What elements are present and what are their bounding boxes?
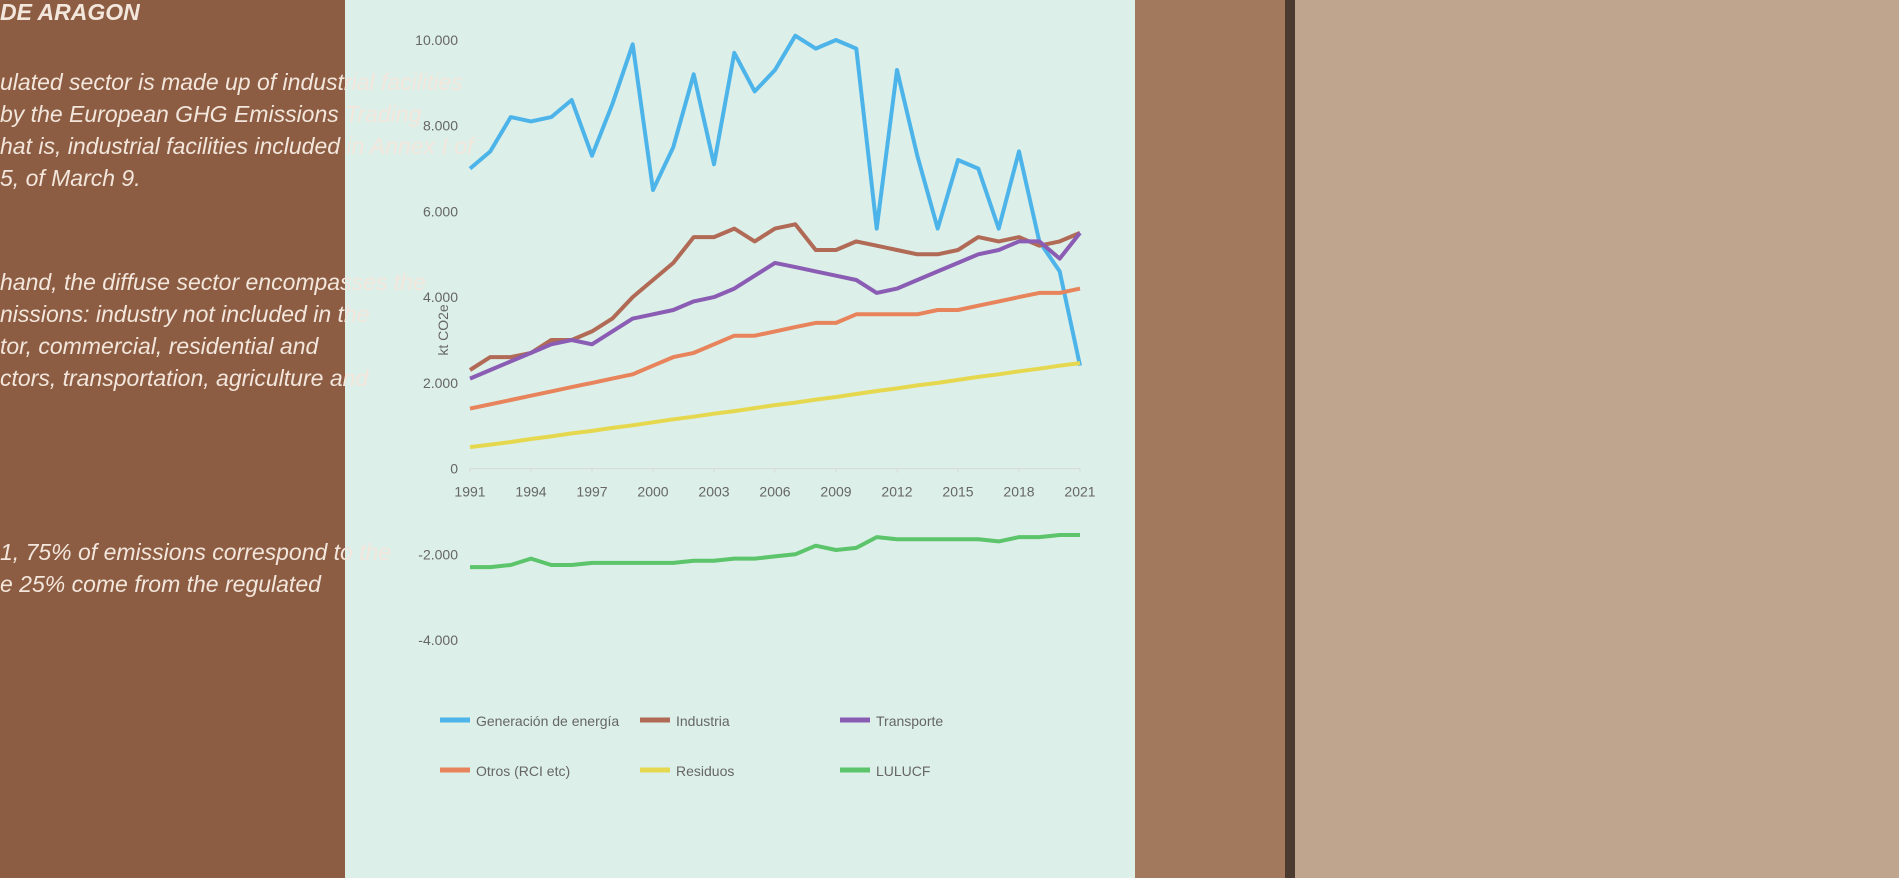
x-tick-label: 2003 [698,484,729,500]
slide-line: ulated sector is made up of industrial f… [0,69,463,95]
slide-line: e 25% come from the regulated [0,571,322,597]
x-tick-label: 2021 [1064,484,1095,500]
x-tick-label: 1997 [576,484,607,500]
legend-label: Residuos [676,763,734,779]
slide-line: 5, of March 9. [0,165,141,191]
series-line [469,231,1082,381]
series-line [470,533,1080,570]
legend-label: LULUCF [876,763,930,779]
x-tick-label: 2015 [942,484,973,500]
y-tick-label: 6.000 [423,203,458,219]
series-line [469,361,1081,450]
y-tick-label: 10.000 [415,32,458,48]
chart-panel [345,0,1135,878]
slide-line: 1, 75% of emissions correspond to the [0,539,391,565]
screen-edge [1130,0,1295,878]
x-tick-label: 2012 [881,484,912,500]
slide-line: by the European GHG Emissions Trading [0,101,422,127]
y-tick-label: -4.000 [418,632,458,648]
slide-heading: DE ARAGON [0,0,140,25]
screen-frame [1285,0,1295,878]
slide-line: hat is, industrial facilities included i… [0,133,476,159]
y-axis-title: kt CO2e [435,304,451,356]
legend-label: Transporte [876,713,943,729]
x-tick-label: 2006 [759,484,790,500]
legend-label: Generación de energía [476,713,619,729]
slide-line: nissions: industry not included in the [0,301,370,327]
series-line [468,33,1082,367]
y-tick-label: -2.000 [418,546,458,562]
legend-label: Otros (RCI etc) [476,763,570,779]
y-tick-label: 0 [450,461,458,477]
x-tick-label: 1991 [454,484,485,500]
x-tick-label: 2018 [1003,484,1034,500]
slide-text: ulated sector is made up of industrial f… [0,69,476,597]
x-tick-label: 1994 [515,484,546,500]
y-tick-label: 8.000 [423,118,458,134]
x-tick-label: 2009 [820,484,851,500]
slide-line: hand, the diffuse sector encompasses the [0,269,426,295]
slide-line: tor, commercial, residential and [0,333,320,359]
slide-line: ctors, transportation, agriculture and [0,365,369,391]
series-line [469,286,1081,411]
x-tick-label: 2000 [637,484,668,500]
y-tick-label: 2.000 [423,375,458,391]
legend-label: Industria [676,713,730,729]
y-tick-label: 4.000 [423,289,458,305]
wall [1290,0,1899,878]
